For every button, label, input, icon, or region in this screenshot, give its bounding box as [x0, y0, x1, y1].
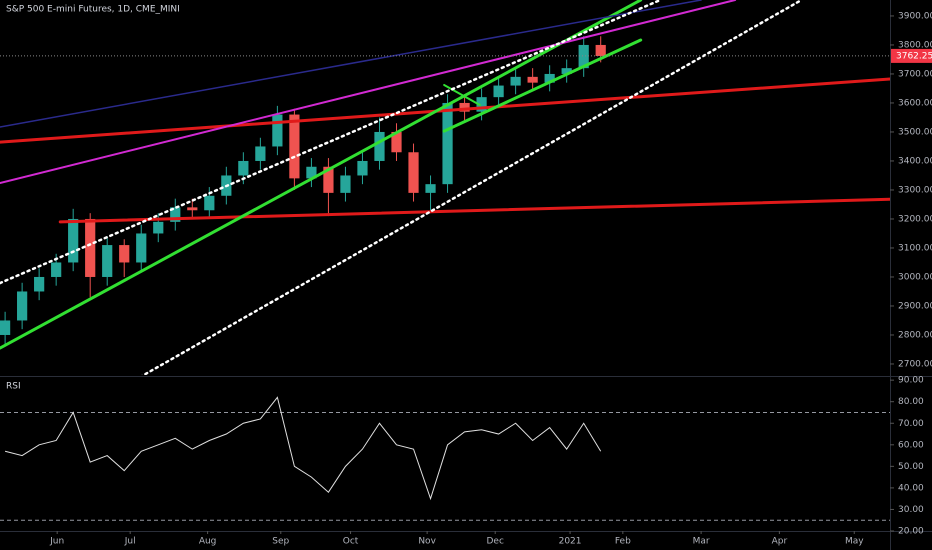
candle-body: [391, 131, 402, 153]
trendline: [0, 0, 737, 185]
x-tick-label: Aug: [199, 537, 217, 547]
price-pane: [0, 0, 890, 375]
candle-body: [204, 195, 215, 211]
axes: Jun Jul Aug Sep Oct Nov Dec 2021 Feb Mar Apr May 270…: [49, 11, 932, 547]
trendline: [442, 38, 643, 133]
last-price-box: [891, 48, 932, 63]
x-tick-label: Jun: [49, 537, 64, 547]
x-tick-label: Apr: [772, 537, 788, 547]
candle-body: [561, 68, 572, 74]
candle-body: [102, 245, 113, 277]
y-tick-label: 2900.00: [898, 301, 932, 311]
candle-body: [289, 114, 300, 179]
y-tick-label: 3300.00: [898, 185, 932, 195]
candle-body: [510, 76, 521, 86]
last-price-label: 3762.25: [896, 51, 932, 61]
trendline: [0, 0, 643, 350]
candle-body: [459, 102, 470, 112]
candle-body: [170, 207, 181, 222]
x-tick-label: May: [845, 537, 864, 547]
rsi-pane: [0, 396, 890, 521]
x-tick-label: Sep: [272, 537, 289, 547]
rsi-title: RSI: [6, 382, 21, 392]
candle-body: [476, 97, 487, 112]
candle-body: [272, 114, 283, 147]
trendline: [443, 83, 481, 106]
candle-body: [238, 160, 249, 176]
candle-body: [34, 276, 45, 292]
x-tick-label: Dec: [486, 537, 503, 547]
x-tick-label: Mar: [693, 537, 710, 547]
candle-body: [527, 76, 538, 83]
y-tick-label: 50.00: [898, 462, 924, 472]
candle-body: [0, 320, 11, 335]
candle-body: [357, 160, 368, 176]
trendline: [0, 77, 890, 144]
candle-body: [595, 44, 606, 56]
candle-body: [408, 152, 419, 193]
y-tick-label: 40.00: [898, 483, 924, 493]
y-tick-label: 3000.00: [898, 272, 932, 282]
candle-body: [17, 291, 28, 321]
y-tick-label: 3700.00: [898, 69, 932, 79]
y-tick-label: 3200.00: [898, 214, 932, 224]
y-tick-label: 30.00: [898, 505, 924, 515]
candle-body: [51, 262, 62, 277]
candle-body: [340, 175, 351, 193]
y-tick-label: 80.00: [898, 397, 924, 407]
candle-body: [306, 166, 317, 179]
chart-title: S&P 500 E-mini Futures, 1D, CME_MINI: [6, 5, 180, 15]
y-tick-label: 20.00: [898, 527, 924, 537]
candle-body: [374, 131, 385, 161]
x-tick-label: Oct: [343, 537, 359, 547]
y-tick-label: 90.00: [898, 376, 924, 386]
candle-body: [85, 218, 96, 277]
candle-body: [323, 166, 334, 193]
y-tick-label: 3900.00: [898, 11, 932, 21]
candle-body: [442, 102, 453, 185]
candle-body: [187, 207, 198, 211]
x-tick-label: Nov: [418, 537, 436, 547]
candle-body: [153, 221, 164, 234]
x-tick-label: Feb: [615, 537, 631, 547]
candle-body: [136, 233, 147, 263]
y-tick-label: 3800.00: [898, 40, 932, 50]
trendline: [0, 0, 662, 285]
rsi-line: [4, 396, 602, 501]
y-tick-label: 3100.00: [898, 243, 932, 253]
y-tick-label: 60.00: [898, 440, 924, 450]
y-tick-label: 70.00: [898, 419, 924, 429]
y-tick-label: 3600.00: [898, 98, 932, 108]
trendline: [141, 0, 803, 375]
candle-body: [68, 218, 79, 263]
x-tick-label: Jul: [124, 537, 136, 547]
y-tick-label: 3400.00: [898, 156, 932, 166]
x-tick-label: 2021: [559, 537, 582, 547]
candle-body: [425, 184, 436, 193]
candle-body: [255, 146, 266, 161]
candle-body: [578, 44, 589, 69]
candle-body: [544, 73, 555, 83]
y-tick-label: 3500.00: [898, 127, 932, 137]
candle-body: [119, 245, 130, 263]
candle-body: [493, 85, 504, 98]
trendline: [58, 197, 890, 224]
y-tick-label: 2800.00: [898, 330, 932, 340]
trendline: [0, 0, 702, 128]
y-tick-label: 2700.00: [898, 359, 932, 369]
